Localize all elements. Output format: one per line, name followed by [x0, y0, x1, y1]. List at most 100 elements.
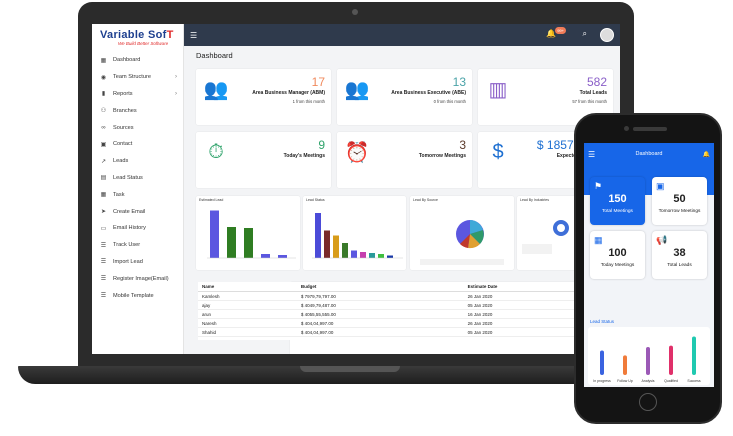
table-row[interactable]: arun $ 4055,55,555.00 16 Jan 2020 [198, 309, 610, 319]
chevron-right-icon: › [175, 90, 177, 97]
lead-source-pie [420, 220, 504, 265]
notification-badge: 99+ [555, 27, 566, 34]
alarm-icon: ⏰ [344, 141, 370, 164]
chart-bar [333, 235, 339, 258]
estimated-lead-svg [207, 210, 296, 259]
chart-bar [351, 250, 357, 258]
laptop-notch [300, 366, 400, 372]
kpi-card[interactable]: 👥 13 Area Business Executive (ABE) 0 fro… [337, 69, 472, 125]
search-icon[interactable]: ⌕ [582, 29, 587, 38]
link-icon: ∞ [101, 124, 106, 131]
chart-bar [227, 227, 236, 258]
menu-icon[interactable]: ☰ [190, 30, 198, 40]
bell-icon[interactable]: 🔔 [546, 29, 556, 38]
chart-bar [315, 213, 321, 258]
chart-tick-label: In progress [593, 379, 611, 383]
bar-chart-icon: ▥ [488, 78, 508, 101]
kpi-card[interactable]: ⏱ 9 Today's Meetings [196, 132, 331, 188]
sidebar-item-14[interactable]: ☰ Mobile Template [92, 287, 183, 304]
phone-lead-chart: In progress Follow Up Analysis Qualified Suc… [588, 327, 710, 385]
phone-stat-label: Total Leads [667, 263, 692, 268]
sidebar-item-12[interactable]: ☰ Import Lead [92, 254, 183, 271]
dollar-icon: $ [492, 140, 504, 163]
column-header: Name [198, 282, 297, 292]
table-cell: $ 404,04,997.00 [296, 318, 464, 328]
table-row[interactable]: Naresh $ 404,04,997.00 26 Jan 2020 [198, 318, 610, 328]
phone-stat-card[interactable]: ▦ 100 Today Meetings [590, 231, 645, 279]
phone-stat-value: 100 [608, 247, 627, 259]
sidebar-item-label: Reports [113, 90, 133, 97]
kpi-value: 3 [459, 138, 466, 152]
reports-icon: ▮ [101, 91, 106, 98]
estimate-table: Name Budget Estimate Date Kamlesh $ 7979,79,… [198, 282, 610, 337]
chart-bar [692, 336, 696, 375]
kpi-sub: 0 from this month [433, 99, 466, 104]
chart-tick-label: Analysis [641, 379, 654, 383]
sidebar-item-3[interactable]: ⚇ Branches [92, 102, 183, 119]
column-header: Estimate Date [463, 282, 610, 292]
kpi-label: Today's Meetings [283, 153, 325, 159]
menu-icon[interactable]: ☰ [588, 149, 596, 159]
table-header: Name Budget Estimate Date [198, 282, 610, 292]
chart-bar [244, 228, 253, 258]
sidebar-item-10[interactable]: ▭ Email History [92, 220, 183, 237]
sidebar-item-5[interactable]: ▣ Contact [92, 136, 183, 153]
phone-title: Dashboard [635, 151, 663, 157]
chart-bar [278, 255, 287, 258]
avatar[interactable] [600, 28, 614, 42]
phone-stat-label: Today Meetings [600, 263, 635, 268]
chart-bar [342, 243, 348, 258]
chart-bar [669, 345, 673, 375]
phone-stat-card[interactable]: ⚑ 150 Total Meetings [590, 177, 645, 225]
users-icon: ◉ [100, 74, 107, 81]
logo[interactable]: Variable SofT We Build Better Software [92, 24, 183, 52]
kpi-label: Area Business Manager (ABM) [252, 90, 325, 96]
laptop-screen: Variable SofT We Build Better Software ▦… [92, 24, 620, 354]
sidebar-item-4[interactable]: ∞ Sources [92, 119, 183, 136]
phone-stat-value: 150 [608, 193, 627, 205]
sidebar-item-9[interactable]: ➤ Create Email [92, 203, 183, 220]
sidebar-item-8[interactable]: ▦ Task [92, 186, 183, 203]
sidebar-item-label: Sources [113, 124, 134, 131]
table-row[interactable]: Shahid $ 404,04,997.00 05 Jan 2020 [198, 327, 610, 337]
chart-tick-label: Qualified [664, 379, 678, 383]
sidebar-item-label: Register Image(Email) [113, 275, 169, 282]
sidebar-item-label: Create Email [113, 208, 146, 215]
sidebar-nav: ▦ Dashboard ◉ Team Structure › ▮ Reports › ⚇ Bran… [92, 52, 183, 304]
table-row[interactable]: ajay $ 4049,79,487.00 05 Jan 2020 [198, 300, 610, 310]
phone: ☰ Dashboard 🔔 ⚑ 150 Total Meetings ▣ 50 T… [574, 113, 722, 424]
sidebar-item-7[interactable]: ▤ Lead Status [92, 170, 183, 187]
lead-status-svg [312, 213, 403, 259]
phone-lead-svg: In progress Follow Up Analysis Qualified Suc… [593, 336, 701, 383]
table-cell: Naresh [198, 318, 297, 328]
megaphone-icon: 📢 [656, 235, 668, 245]
phone-stat-card[interactable]: 📢 38 Total Leads [652, 231, 707, 279]
sidebar: Variable SofT We Build Better Software ▦… [92, 24, 184, 354]
table-cell: 26 Jan 2020 [463, 318, 610, 328]
sidebar-item-6[interactable]: ↗ Leads [92, 153, 183, 170]
home-button[interactable] [639, 393, 657, 411]
bell-icon[interactable]: 🔔 [702, 151, 710, 158]
table-cell: ajay [198, 300, 297, 310]
sidebar-item-2[interactable]: ▮ Reports › [92, 86, 183, 103]
sidebar-item-13[interactable]: ☰ Register Image(Email) [92, 270, 183, 287]
phone-header: ☰ Dashboard 🔔 [584, 143, 714, 165]
logo-tagline: We Build Better Software [118, 41, 169, 46]
phone-stat-card[interactable]: ▣ 50 Tomorrow Meetings [652, 177, 707, 225]
table-row[interactable]: Kamlesh $ 7979,79,797.00 26 Jan 2020 [198, 291, 610, 301]
chart-bar [623, 355, 627, 375]
chart-bar [387, 255, 393, 258]
sidebar-item-11[interactable]: ☰ Track User [92, 237, 183, 254]
kpi-card[interactable]: ⏰ 3 Tomorrow Meetings [337, 132, 472, 188]
lead-status-title: Lead Status [590, 319, 615, 324]
kpi-value: 582 [586, 75, 607, 89]
kpi-card[interactable]: 👥 17 Area Business Manager (ABM) 1 from … [196, 69, 331, 125]
sidebar-item-1[interactable]: ◉ Team Structure › [92, 69, 183, 86]
chart-tick-label: Success [687, 379, 700, 383]
sidebar-item-0[interactable]: ▦ Dashboard [92, 52, 183, 69]
sidebar-item-label: Import Lead [113, 258, 143, 265]
table-cell: 05 Jan 2020 [463, 300, 610, 310]
sidebar-item-label: Branches [113, 107, 137, 114]
kpi-sub: 57 from this month [572, 99, 607, 104]
abe-icon: 👥 [344, 78, 370, 101]
